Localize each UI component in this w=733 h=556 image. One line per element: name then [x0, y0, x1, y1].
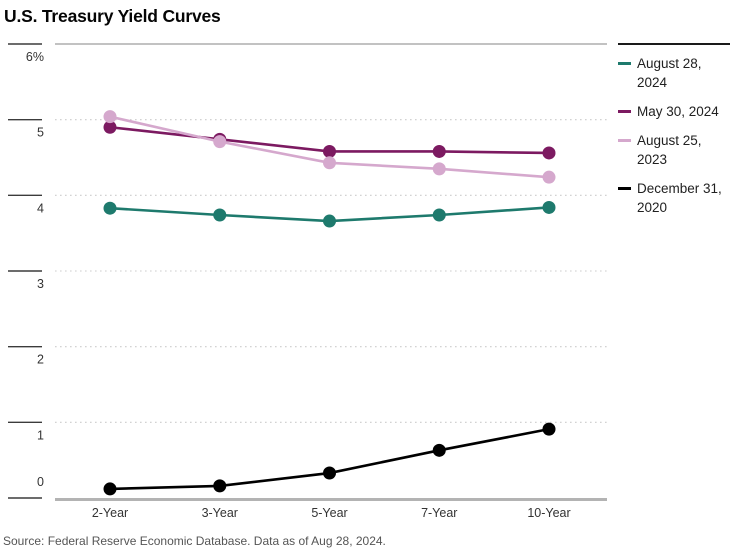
legend-item: May 30, 2024 [618, 102, 730, 121]
y-tick-label: 5 [37, 126, 44, 140]
y-tick-label: 1 [37, 428, 44, 442]
y-tick-label: 4 [37, 201, 44, 215]
legend-label: May 30, 2024 [637, 104, 719, 119]
y-tick-label: 2 [37, 353, 44, 367]
legend-item: December 31, 2020 [618, 179, 730, 217]
legend: August 28, 2024 May 30, 2024 August 25, 20… [618, 43, 730, 227]
data-point [542, 146, 556, 160]
series-line [109, 427, 550, 491]
y-tick-label: 3 [37, 277, 44, 291]
data-point [103, 482, 117, 496]
x-axis-label: 2-Year [92, 506, 128, 520]
data-point [432, 144, 446, 158]
data-point [103, 110, 117, 124]
data-point [323, 156, 336, 170]
x-axis-label: 5-Year [311, 506, 347, 520]
legend-label: August 28, 2024 [637, 56, 702, 90]
legend-item: August 28, 2024 [618, 54, 730, 92]
data-point [432, 443, 446, 457]
data-point [432, 208, 446, 222]
data-point [432, 162, 446, 176]
legend-item: August 25, 2023 [618, 131, 730, 169]
data-point [542, 200, 556, 214]
data-point [542, 170, 556, 184]
chart-title: U.S. Treasury Yield Curves [4, 6, 221, 26]
data-point [213, 479, 227, 493]
legend-swatch [618, 62, 631, 65]
data-point [323, 214, 336, 228]
data-point [213, 208, 227, 222]
y-tick-label: 6% [26, 50, 44, 64]
x-axis-label: 7-Year [421, 506, 457, 520]
data-point [542, 422, 556, 436]
source-note: Source: Federal Reserve Economic Databas… [3, 534, 386, 548]
x-axis-label: 10-Year [527, 506, 570, 520]
y-tick-label: 0 [37, 475, 44, 489]
data-point [103, 120, 117, 134]
data-point [103, 201, 117, 215]
x-axis-label: 3-Year [202, 506, 238, 520]
legend-label: August 25, 2023 [637, 133, 702, 167]
legend-swatch [618, 110, 631, 113]
data-point [323, 144, 336, 158]
legend-label: December 31, 2020 [637, 181, 722, 215]
legend-swatch [618, 187, 631, 190]
legend-swatch [618, 139, 631, 142]
data-point [323, 466, 336, 480]
data-point [213, 135, 227, 149]
